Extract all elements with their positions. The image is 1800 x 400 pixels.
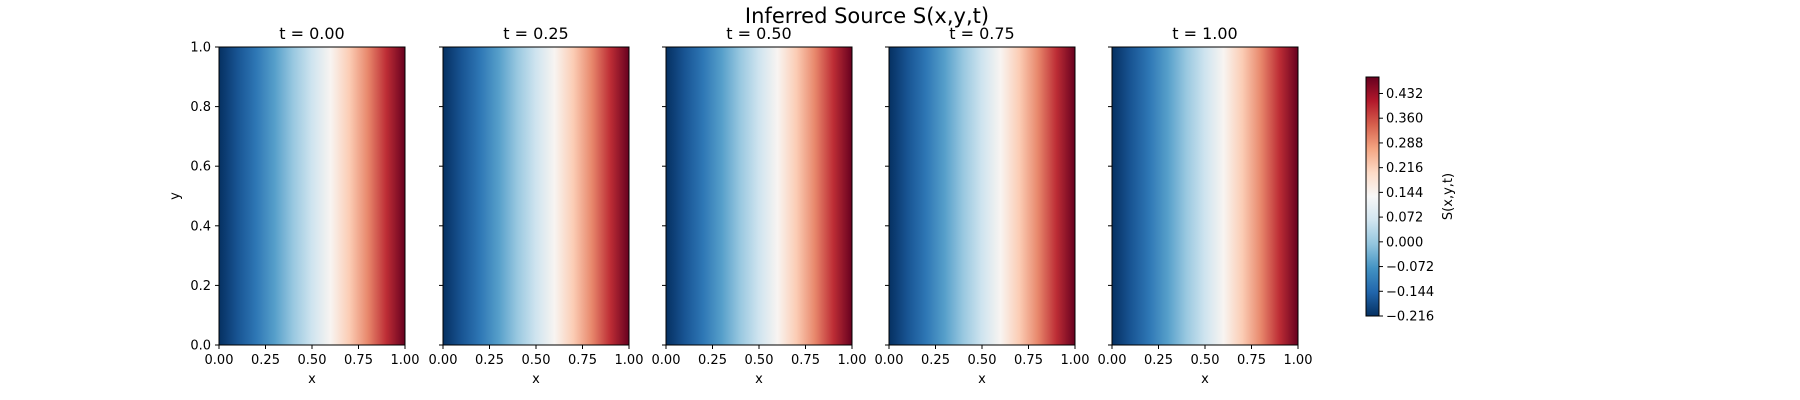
x-tick-label: 0.50 [745,353,774,368]
x-axis-label: x [532,372,540,387]
panel-3: t = 0.75 0.00 0.25 0.50 0.75 1.00 x [875,24,1090,387]
colorbar-tick-label: −0.216 [1386,310,1434,325]
panel-title: t = 0.50 [726,24,791,43]
panel-0: t = 0.00 0.00 0.25 0.50 0.75 1.00 x 0.0 0.2 0.4 0.… [168,24,419,387]
heatmap-image [443,47,629,345]
heatmap-image [219,47,405,345]
x-tick-label: 1.00 [838,353,867,368]
colorbar-frame [1365,76,1380,317]
colorbar-tick-label: 0.144 [1386,186,1423,201]
colorbar-tick-label: 0.360 [1386,112,1423,127]
x-tick-label: 0.50 [1191,353,1220,368]
x-tick-label: 0.75 [344,353,373,368]
y-tick-label: 0.4 [190,219,211,234]
x-axis-label: x [308,372,316,387]
x-tick-label: 0.50 [522,353,551,368]
colorbar-tick-label: −0.144 [1386,285,1434,300]
colorbar-gradient [1366,77,1379,316]
x-tick-label: 0.50 [298,353,327,368]
y-axis-label: y [168,192,183,200]
panel-title: t = 0.75 [949,24,1014,43]
heatmap-image [666,47,852,345]
y-tick-label: 0.8 [190,100,211,115]
colorbar-tick-label: 0.288 [1386,136,1423,151]
y-tick-label: 0.2 [190,279,211,294]
x-tick-label: 0.00 [205,353,234,368]
x-tick-label: 0.75 [1237,353,1266,368]
panel-4: t = 1.00 0.00 0.25 0.50 0.75 1.00 x [1098,24,1313,387]
x-tick-label: 0.75 [791,353,820,368]
x-tick-label: 0.25 [1144,353,1173,368]
y-tick-label: 1.0 [190,41,211,56]
heatmap-image [1112,47,1298,345]
x-tick-label: 0.25 [251,353,280,368]
x-tick-label: 1.00 [615,353,644,368]
chart-title: Inferred Source S(x,y,t) [745,4,989,28]
colorbar: −0.216 −0.144 −0.072 0.000 0.072 0.144 0.216 0.… [1365,76,1456,325]
panel-title: t = 0.00 [279,24,344,43]
x-tick-label: 1.00 [391,353,420,368]
panel-2: t = 0.50 0.00 0.25 0.50 0.75 1.00 x [652,24,867,387]
x-tick-label: 0.00 [652,353,681,368]
x-tick-label: 0.25 [475,353,504,368]
x-tick-label: 0.00 [875,353,904,368]
panel-title: t = 1.00 [1172,24,1237,43]
panel-title: t = 0.25 [503,24,568,43]
colorbar-label: S(x,y,t) [1441,173,1456,220]
x-tick-label: 0.75 [1014,353,1043,368]
x-tick-label: 0.00 [429,353,458,368]
x-tick-label: 1.00 [1061,353,1090,368]
x-axis-label: x [978,372,986,387]
panel-1: t = 0.25 0.00 0.25 0.50 0.75 1.00 x [429,24,644,387]
heatmap-image [889,47,1075,345]
x-axis-label: x [755,372,763,387]
panels-group: t = 0.00 0.00 0.25 0.50 0.75 1.00 x 0.0 0.2 0.4 0.… [168,24,1312,387]
x-tick-label: 0.25 [698,353,727,368]
x-tick-label: 0.25 [921,353,950,368]
x-tick-label: 0.50 [968,353,997,368]
x-tick-label: 0.75 [568,353,597,368]
x-axis-label: x [1201,372,1209,387]
colorbar-tick-label: −0.072 [1386,260,1434,275]
x-tick-label: 0.00 [1098,353,1127,368]
x-tick-label: 1.00 [1284,353,1313,368]
colorbar-tick-label: 0.216 [1386,161,1423,176]
y-tick-label: 0.0 [190,339,211,354]
y-tick-label: 0.6 [190,160,211,175]
colorbar-tick-label: 0.072 [1386,211,1423,226]
colorbar-tick-label: 0.432 [1386,87,1423,102]
colorbar-tick-label: 0.000 [1386,235,1423,250]
